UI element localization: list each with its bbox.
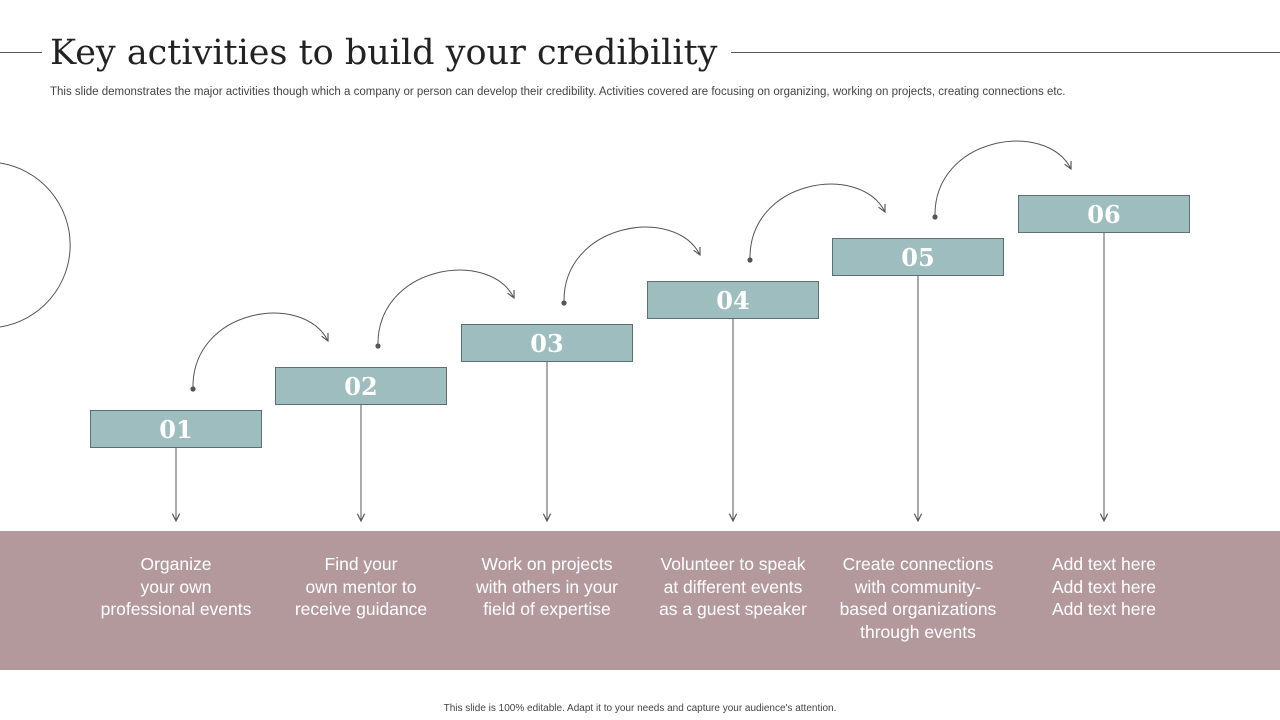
arrow-start-dot-3 (561, 300, 567, 306)
footer-note: This slide is 100% editable. Adapt it to… (443, 703, 837, 714)
curved-arrow-4 (749, 183, 885, 261)
text-band (0, 531, 1280, 670)
step-text-6: Add text here Add text here Add text her… (1051, 554, 1157, 619)
step-box-1: 01 (90, 410, 262, 448)
step-box-6: 06 (1018, 195, 1190, 233)
slide-subtitle: This slide demonstrates the major activi… (50, 86, 1066, 98)
decorative-circle (0, 162, 71, 328)
step-number: 05 (901, 242, 935, 272)
step-box-4: 04 (647, 281, 819, 319)
step-number: 06 (1087, 199, 1121, 229)
arrow-start-dot-4 (747, 257, 753, 263)
step-box-2: 02 (275, 367, 447, 405)
step-box-5: 05 (832, 238, 1004, 276)
curved-arrow-3 (563, 226, 700, 304)
curved-arrow-1 (192, 312, 328, 390)
step-text-5: Create connections with community- based… (839, 554, 997, 642)
step-number: 04 (716, 285, 750, 315)
step-text-2: Find your own mentor to receive guidance (294, 554, 428, 619)
curved-arrow-2 (377, 269, 514, 347)
step-text-1: Organize your own professional events (100, 554, 252, 619)
step-number: 03 (530, 328, 564, 358)
curved-arrow-5 (934, 140, 1071, 218)
step-number: 02 (344, 371, 378, 401)
step-text-3: Work on projects with others in your fie… (475, 554, 618, 619)
arrow-start-dot-5 (932, 214, 938, 220)
arrow-start-dot-1 (190, 386, 196, 392)
title-rule-left (0, 52, 42, 53)
step-text-4: Volunteer to speak at different events a… (659, 554, 807, 619)
step-box-3: 03 (461, 324, 633, 362)
title-rule-right (655, 52, 1280, 53)
arrow-start-dot-2 (375, 343, 381, 349)
slide-title: Key activities to build your credibility (50, 30, 732, 76)
step-number: 01 (159, 414, 193, 444)
